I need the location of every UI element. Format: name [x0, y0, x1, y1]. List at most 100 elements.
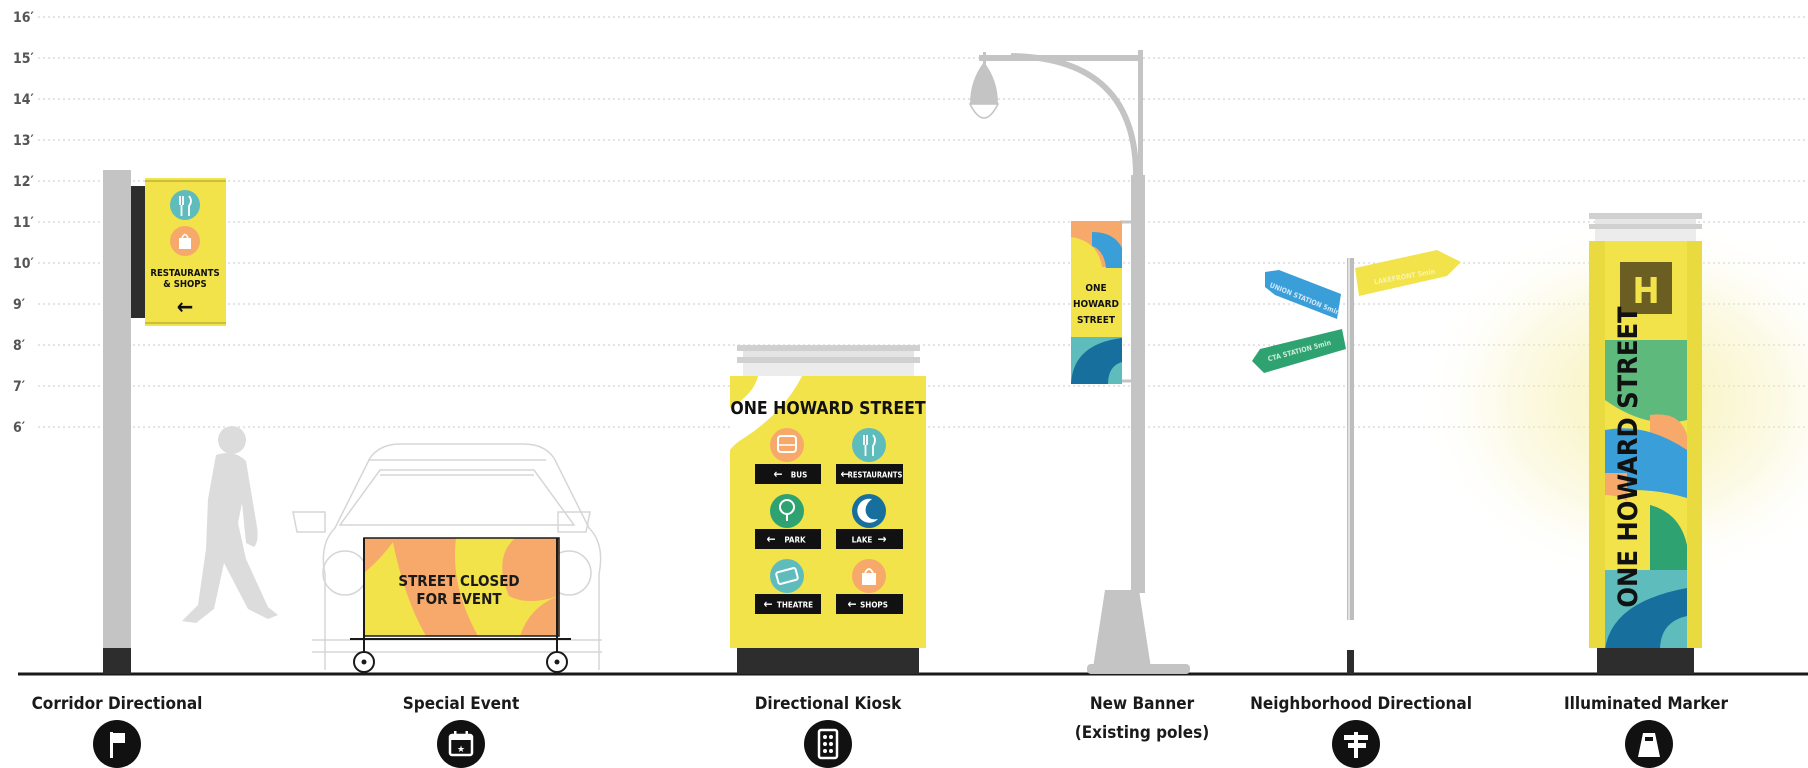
marker-green-top — [1605, 340, 1687, 423]
light-globe — [968, 103, 1000, 119]
kiosk-item-bus — [755, 464, 821, 484]
wave-glyph — [857, 498, 878, 523]
light-pole-base — [1093, 590, 1151, 668]
calendar-star-icon: ★ — [437, 720, 485, 768]
caption-special-event: Special Event — [403, 690, 520, 719]
corridor-sign-arrow: ← — [177, 295, 194, 320]
light-pole-foot — [1087, 664, 1190, 674]
event-wheel-hub-right — [554, 659, 560, 665]
caption-new-banner-subtext: (Existing poles) — [1074, 723, 1210, 743]
banner-navy-bottom — [1071, 338, 1122, 384]
fingerpost-icon — [1332, 720, 1380, 768]
kiosk-base — [737, 648, 919, 674]
fingerpost-blue-blade — [1265, 270, 1341, 319]
kiosk-item-lake-arrow: → — [877, 532, 886, 546]
car-mirrors — [292, 511, 591, 533]
tick-label-8: 8′ — [13, 338, 26, 354]
kiosk-cap-lower — [737, 357, 920, 363]
marker-logo — [1620, 262, 1672, 314]
special-event-sign: STREET CLOSED FOR EVENT — [292, 443, 602, 673]
tick-label-7: 7′ — [13, 379, 26, 395]
fork-knife-icon — [852, 428, 886, 462]
tick-label-16: 16′ — [13, 10, 35, 26]
light-pole-arm — [1010, 53, 1139, 177]
marker-orange-small — [1605, 473, 1627, 501]
event-orange-corner — [364, 538, 396, 573]
car-body — [322, 443, 602, 670]
fingerpost-pole-highlight — [1348, 258, 1350, 620]
event-orange-bottom — [520, 596, 559, 636]
ticket-icon — [770, 559, 804, 593]
kiosk-item-lake — [836, 529, 903, 549]
tick-label-12: 12′ — [13, 174, 35, 190]
kiosk-cap-mid — [743, 351, 914, 357]
kiosk-item-park-label: PARK — [784, 536, 806, 545]
ticket-glyph — [775, 567, 799, 585]
event-sign-line1: STREET CLOSED — [398, 572, 519, 590]
banner-teal-curve — [1108, 362, 1122, 384]
bus-glyph — [777, 435, 797, 453]
marker-cap-lower — [1589, 224, 1702, 229]
kiosk-item-bus-label: BUS — [791, 471, 808, 480]
car-headlight-left — [322, 550, 368, 596]
kiosk-item-park — [755, 529, 821, 549]
tick-label-9: 9′ — [13, 297, 26, 313]
wave-icon — [852, 494, 886, 528]
kiosk-item-bus-arrow: ← — [773, 467, 782, 481]
kiosk-item-theatre-label: THEATRE — [777, 601, 813, 610]
kiosk-item-theatre-arrow: ← — [763, 597, 772, 611]
caption-new-banner: New Banner (Existing poles) — [1075, 690, 1210, 748]
banner-blue-top — [1092, 232, 1122, 268]
kiosk-white-corner — [730, 376, 802, 450]
pylon-icon — [1625, 720, 1673, 768]
kiosk-item-restaurants-arrow: ← — [840, 467, 849, 481]
caption-corridor-directional: Corridor Directional — [32, 690, 203, 719]
caption-special-event-text: Special Event — [402, 694, 520, 714]
corridor-sign-line2: & SHOPS — [163, 279, 206, 290]
light-pole-shaft — [1131, 175, 1145, 593]
tick-label-15: 15′ — [13, 51, 35, 67]
pedestrian-head — [218, 426, 246, 454]
illuminated-marker: H ONE HOWARD STREET — [1589, 213, 1702, 674]
shopping-bag-glyph — [862, 573, 876, 585]
light-hanger — [983, 52, 986, 66]
street-light-banner: ONE HOWARD STREET — [968, 50, 1190, 674]
flag-icon — [93, 720, 141, 768]
fingerpost-green-blade — [1252, 329, 1346, 373]
corridor-pole — [103, 170, 131, 648]
marker-side-left — [1589, 241, 1605, 648]
fingerpost-pole — [1347, 258, 1354, 620]
marker-teal-curve — [1660, 616, 1687, 650]
fingerpost-yellow-blade — [1355, 250, 1461, 296]
caption-illuminated-marker-text: Illuminated Marker — [1563, 694, 1729, 714]
corridor-bracket — [131, 186, 146, 318]
kiosk-item-shops-label: SHOPS — [860, 601, 888, 610]
kiosk-item-park-arrow: ← — [766, 532, 775, 546]
kiosk-item-restaurants — [836, 464, 903, 484]
caption-neighborhood-directional: Neighborhood Directional — [1250, 690, 1472, 719]
fingerpost-yellow: LAKEFRONT 5min — [1355, 250, 1461, 296]
marker-base — [1597, 648, 1694, 674]
car-windshield — [338, 469, 576, 526]
marker-logo-letter: H — [1632, 271, 1659, 312]
banner-panel — [1071, 221, 1122, 384]
tick-label-13: 13′ — [13, 133, 35, 149]
marker-side-right — [1687, 241, 1702, 648]
fingerpost-pole-base — [1347, 650, 1354, 674]
light-fixture — [970, 62, 998, 104]
tick-label-6: 6′ — [13, 420, 26, 436]
directional-kiosk: ONE HOWARD STREET ← BUS ← RESTAURANTS ← … — [730, 345, 926, 674]
light-pole-top — [1138, 50, 1143, 180]
light-crossarm — [979, 55, 1143, 61]
height-scale-labels: 16′ 15′ 14′ 13′ 12′ 11′ 10′ 9′ 8′ 7′ 6′ — [13, 10, 35, 436]
shopping-bag-handle — [181, 233, 189, 239]
kiosk-yellow-corner — [730, 376, 758, 408]
marker-pattern — [1605, 340, 1687, 650]
corridor-directional-sign: RESTAURANTS & SHOPS ← — [103, 170, 226, 674]
banner-line2: HOWARD — [1073, 299, 1119, 310]
event-wheel-hub-left — [361, 659, 367, 665]
fingerpost-green: CTA STATION 5min — [1252, 329, 1346, 373]
kiosk-item-shops-arrow: ← — [847, 597, 856, 611]
